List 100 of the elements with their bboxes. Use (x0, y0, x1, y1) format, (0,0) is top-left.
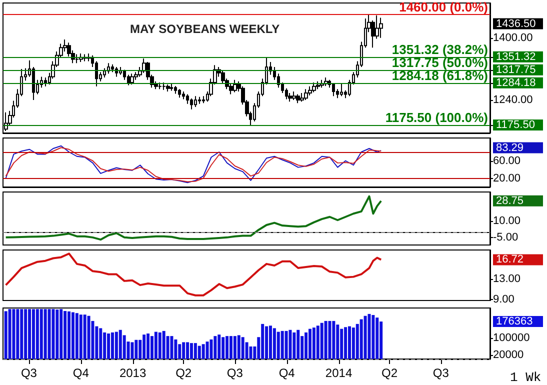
bar (44, 309, 47, 359)
bar (241, 337, 244, 359)
x-tick-label: Q2 (176, 366, 192, 380)
y-tick-label: 1351.32 (496, 50, 536, 63)
bar (28, 309, 32, 359)
bar (186, 342, 190, 359)
candlestick (182, 90, 185, 100)
candlestick (166, 84, 170, 92)
candlestick (308, 86, 312, 96)
x-tick-label: Q2 (382, 366, 398, 380)
bar (83, 314, 86, 359)
bar (316, 326, 320, 359)
bar (376, 318, 379, 359)
bar (60, 309, 63, 359)
candlestick (312, 82, 316, 93)
bar (56, 309, 59, 359)
candlestick (233, 79, 237, 93)
candlestick (288, 92, 292, 102)
bar (380, 322, 383, 359)
bar (229, 336, 232, 359)
bar (356, 324, 359, 359)
x-tick-label: Q4 (72, 366, 90, 380)
bar (107, 334, 110, 359)
bar (103, 332, 106, 359)
text: MAY SOYBEANS WEEKLY (130, 22, 280, 36)
text: 16.72 (496, 254, 524, 266)
y-tick-label: 20.00 (493, 172, 521, 184)
bar (134, 340, 138, 359)
candlestick (178, 88, 181, 98)
ref-line-label: 1351.32 (38.2%) (392, 42, 488, 57)
bar (276, 332, 280, 359)
candlestick (296, 94, 300, 104)
bar (364, 316, 367, 359)
bar (16, 309, 20, 359)
candlestick (202, 96, 205, 104)
candlestick (130, 73, 134, 85)
y-tick-label: 1240.00 (493, 94, 533, 106)
text: 176363 (496, 316, 533, 328)
bar (12, 309, 16, 359)
bar (79, 314, 82, 359)
bar (8, 309, 12, 359)
bar (280, 330, 284, 359)
bar (154, 332, 158, 359)
bar (32, 309, 35, 359)
y-tick-label: 1400.00 (493, 32, 533, 44)
candlestick (340, 83, 343, 97)
bar (52, 309, 55, 359)
bar (336, 324, 340, 359)
bar (368, 314, 371, 359)
text: 83.29 (496, 142, 524, 154)
line-series (4, 195, 382, 241)
candlestick (158, 82, 162, 90)
bar (146, 334, 150, 359)
bar (233, 336, 236, 359)
candlestick (75, 54, 79, 64)
bar (284, 330, 288, 359)
bar (162, 330, 166, 359)
y-tick-label: 9.00 (493, 294, 514, 306)
bar (4, 311, 8, 359)
text: 1436.50 (496, 18, 536, 30)
candlestick (332, 82, 335, 97)
bar (328, 320, 332, 359)
y-tick-label: 1317.75 (496, 64, 536, 76)
bar (71, 312, 74, 359)
candlestick (111, 64, 114, 73)
candlestick (194, 96, 197, 108)
bar (182, 342, 186, 359)
bar (312, 328, 316, 359)
bar (272, 328, 276, 359)
x-tick-label: Q4 (278, 366, 296, 380)
bar (292, 332, 296, 359)
y-tick-label: 100000 (493, 332, 530, 344)
bar (202, 344, 205, 359)
candlestick (304, 88, 308, 101)
bar (170, 336, 174, 359)
bar (36, 309, 39, 359)
bar (20, 309, 24, 359)
bar (348, 326, 351, 359)
y-tick-label: -5.00 (493, 231, 518, 244)
bar (360, 319, 363, 359)
candlestick (198, 96, 201, 104)
bar (344, 327, 348, 359)
bar (249, 346, 252, 359)
bar (24, 309, 28, 359)
y-tick-label: 13.00 (493, 272, 521, 285)
candlestick (292, 90, 296, 101)
bar (68, 311, 71, 359)
x-axis-title: 1 Wk (510, 370, 542, 385)
candlestick (174, 86, 177, 94)
y-tick-label: 1175.50 (496, 119, 535, 132)
bar (118, 330, 122, 359)
y-tick-label: 20000 (493, 348, 524, 361)
x-tick-label: Q3 (20, 366, 38, 380)
x-tick-label: Q3 (432, 366, 450, 380)
bar (75, 313, 78, 359)
bar (226, 336, 229, 359)
candlestick (379, 17, 383, 38)
x-tick-label: 2014 (325, 366, 352, 380)
bar (222, 337, 225, 359)
bar (265, 326, 268, 359)
